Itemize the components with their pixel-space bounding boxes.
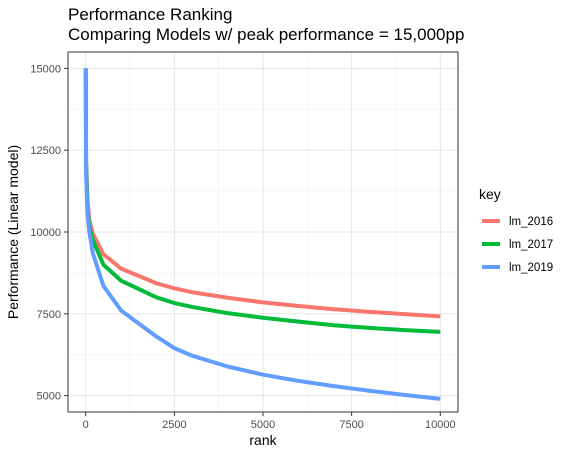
y-tick-label: 10000 <box>30 227 61 239</box>
x-tick-label: 5000 <box>251 419 275 431</box>
y-axis-title: Performance (Linear model) <box>5 145 21 319</box>
x-axis: 0 2500 5000 7500 10000 <box>83 412 456 431</box>
x-tick-label: 0 <box>83 419 89 431</box>
chart-subtitle: Comparing Models w/ peak performance = 1… <box>68 25 464 44</box>
y-tick-label: 5000 <box>37 391 61 403</box>
legend-title: key <box>479 186 501 202</box>
legend: key lm_2016 lm_2017 lm_2019 <box>479 186 553 274</box>
x-tick-label: 7500 <box>339 419 363 431</box>
x-tick-label: 2500 <box>162 419 186 431</box>
x-tick-label: 10000 <box>425 419 456 431</box>
legend-label: lm_2017 <box>509 239 553 251</box>
x-axis-title: rank <box>249 432 277 448</box>
y-tick-label: 7500 <box>37 309 61 321</box>
y-tick-label: 12500 <box>30 145 61 157</box>
y-axis: 5000 7500 10000 12500 15000 <box>30 63 68 402</box>
legend-label: lm_2019 <box>509 262 553 274</box>
legend-label: lm_2016 <box>509 216 553 228</box>
y-tick-label: 15000 <box>30 63 61 75</box>
chart-title: Performance Ranking <box>68 5 232 24</box>
